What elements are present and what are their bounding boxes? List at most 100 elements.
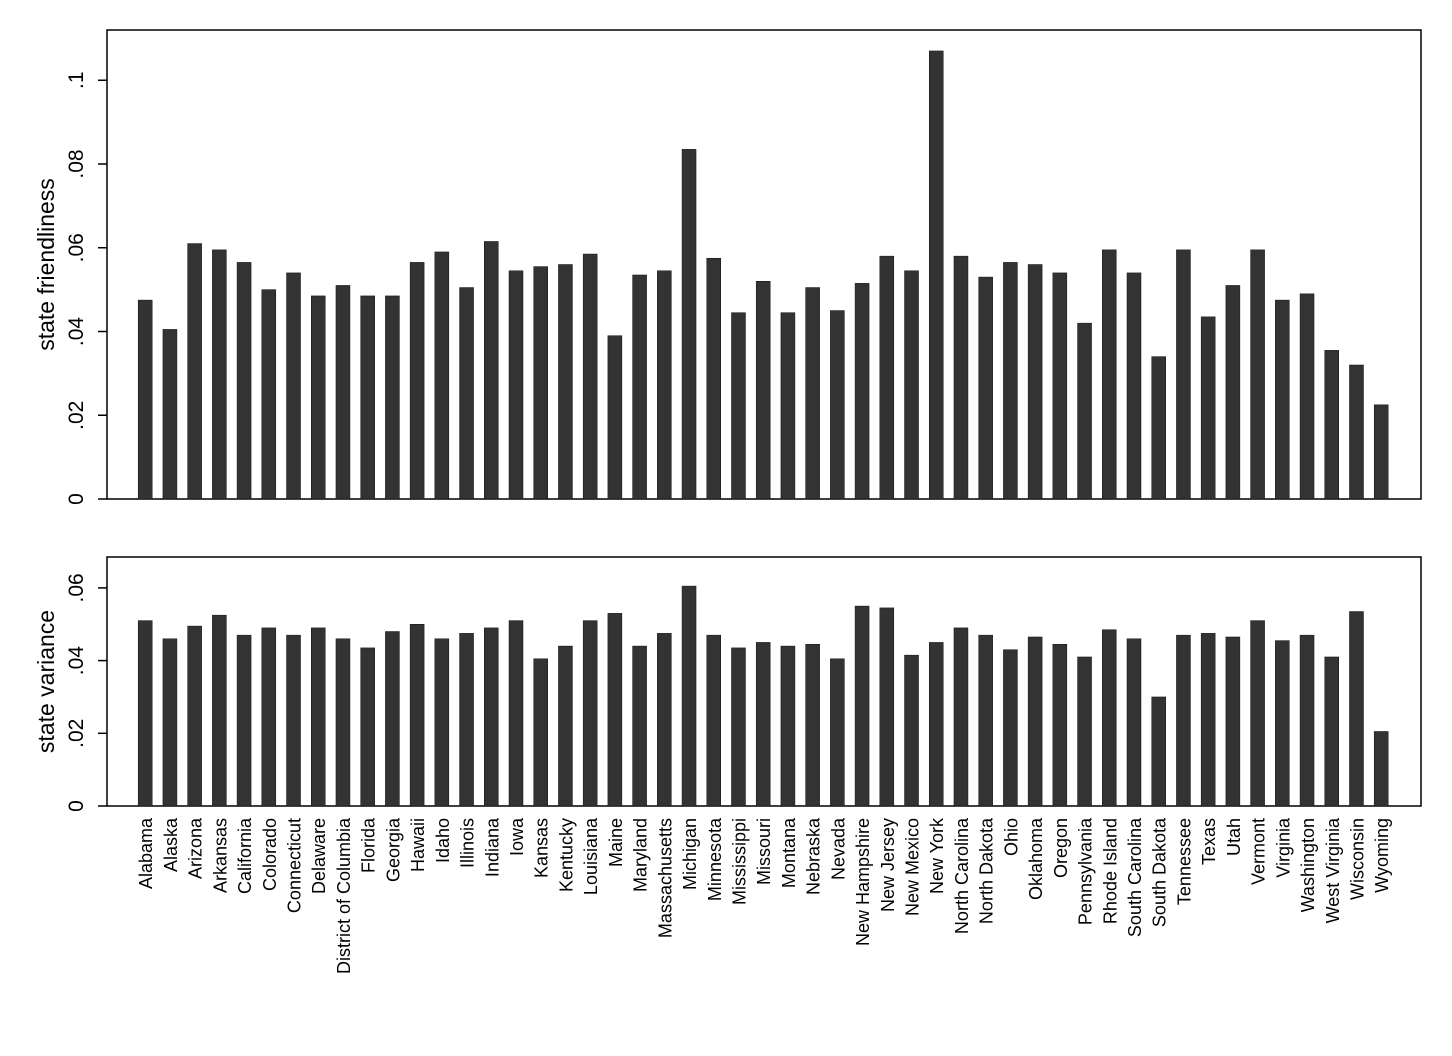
bar-michigan xyxy=(681,585,697,807)
bar-michigan xyxy=(681,149,697,500)
bar-ohio xyxy=(1003,649,1018,807)
bar-south-dakota xyxy=(1151,356,1166,500)
x-tick-label: Iowa xyxy=(507,817,527,856)
bar-pennsylvania xyxy=(1077,656,1092,807)
x-tick-label: Idaho xyxy=(433,818,453,863)
bar-north-carolina xyxy=(953,627,969,807)
bar-north-dakota xyxy=(978,634,993,807)
x-tick-label: Hawaii xyxy=(408,818,428,872)
bar-arkansas xyxy=(212,614,227,807)
bar-oklahoma xyxy=(1027,636,1043,807)
x-tick-label: North Carolina xyxy=(952,817,972,934)
x-tick-label: Missouri xyxy=(754,818,774,885)
y-tick-label: .1 xyxy=(65,71,88,89)
x-tick-label: Utah xyxy=(1224,818,1244,856)
bar-arizona xyxy=(187,243,202,500)
bar-hawaii xyxy=(409,262,425,500)
bar-maryland xyxy=(632,274,647,500)
bar-texas xyxy=(1200,633,1216,807)
bar-alaska xyxy=(162,638,178,807)
bar-wyoming xyxy=(1373,404,1389,500)
x-tick-label: New York xyxy=(927,817,947,894)
x-tick-label: Minnesota xyxy=(705,817,725,901)
bar-rhode-island xyxy=(1102,249,1117,500)
x-tick-label: Texas xyxy=(1199,818,1219,865)
x-tick-label: New Jersey xyxy=(878,818,898,912)
bar-new-mexico xyxy=(904,270,919,500)
y-tick-label: .06 xyxy=(65,573,88,602)
bar-virginia xyxy=(1275,299,1290,500)
bar-washington xyxy=(1299,634,1315,807)
bar-vermont xyxy=(1250,249,1265,500)
bar-rhode-island xyxy=(1102,629,1117,807)
bar-georgia xyxy=(385,631,400,807)
x-tick-label: North Dakota xyxy=(977,817,997,924)
bar-maine xyxy=(607,335,623,500)
y-tick-label: .02 xyxy=(65,719,88,748)
x-tick-label: Pennsylvania xyxy=(1076,817,1096,925)
x-tick-label: Kansas xyxy=(532,818,552,878)
bar-alabama xyxy=(137,299,153,500)
bar-pennsylvania xyxy=(1077,322,1092,500)
bar-washington xyxy=(1299,293,1315,500)
y-tick-label: 0 xyxy=(65,800,88,812)
bar-iowa xyxy=(508,620,524,807)
bar-arizona xyxy=(187,625,202,807)
bar-north-dakota xyxy=(978,276,993,500)
y-axis-title: state friendliness xyxy=(33,178,59,351)
x-tick-label: Washington xyxy=(1298,818,1318,912)
bar-oklahoma xyxy=(1027,264,1043,500)
bar-colorado xyxy=(261,627,277,807)
x-tick-label: California xyxy=(235,817,255,894)
bar-kentucky xyxy=(558,264,573,500)
y-tick-label: .04 xyxy=(65,317,88,347)
bar-west-virginia xyxy=(1324,656,1340,807)
bar-tennessee xyxy=(1176,249,1191,500)
x-tick-label: New Mexico xyxy=(903,818,923,916)
bar-massachusetts xyxy=(657,633,672,807)
bar-iowa xyxy=(508,270,524,500)
bar-illinois xyxy=(459,287,474,500)
bar-georgia xyxy=(385,295,400,500)
x-tick-label: Kentucky xyxy=(556,818,576,892)
x-tick-label: Connecticut xyxy=(285,818,305,913)
bar-louisiana xyxy=(582,253,598,500)
bar-wisconsin xyxy=(1349,364,1364,500)
x-tick-label: Wisconsin xyxy=(1347,818,1367,900)
bar-arkansas xyxy=(212,249,227,500)
bar-indiana xyxy=(484,241,499,500)
x-tick-label: West Virginia xyxy=(1323,817,1343,923)
bar-illinois xyxy=(459,633,474,807)
bar-alaska xyxy=(162,329,178,500)
panel-2: 0 .02 .04 .06 state variance xyxy=(33,556,1422,812)
bar-maine xyxy=(607,613,623,807)
bar-colorado xyxy=(261,289,277,500)
bar-kansas xyxy=(533,266,548,500)
x-tick-label: New Hampshire xyxy=(853,818,873,946)
bar-new-jersey xyxy=(879,607,895,807)
x-tick-label: Wyoming xyxy=(1372,818,1392,893)
bar-missouri xyxy=(755,642,771,807)
bar-montana xyxy=(780,645,796,807)
bar-idaho xyxy=(434,251,450,500)
x-tick-label: Louisiana xyxy=(581,817,601,895)
y-tick-label: .02 xyxy=(65,401,88,430)
bar-missouri xyxy=(755,281,771,500)
bar-connecticut xyxy=(286,272,301,500)
bar-minnesota xyxy=(706,257,722,500)
bar-new-jersey xyxy=(879,255,895,500)
bar-ohio xyxy=(1003,262,1018,500)
x-tick-label: Florida xyxy=(359,817,379,873)
bar-montana xyxy=(780,312,796,500)
bar-connecticut xyxy=(286,634,301,807)
bar-nevada xyxy=(830,310,845,500)
x-tick-label: Nebraska xyxy=(804,817,824,895)
bar-virginia xyxy=(1275,640,1290,807)
bar-nebraska xyxy=(805,287,820,500)
bar-alabama xyxy=(137,620,153,807)
x-tick-label: Oklahoma xyxy=(1026,817,1046,900)
bar-oregon xyxy=(1052,643,1068,807)
x-tick-label: Indiana xyxy=(482,817,502,877)
bar-minnesota xyxy=(706,634,722,807)
x-tick-label: District of Columbia xyxy=(334,817,354,974)
